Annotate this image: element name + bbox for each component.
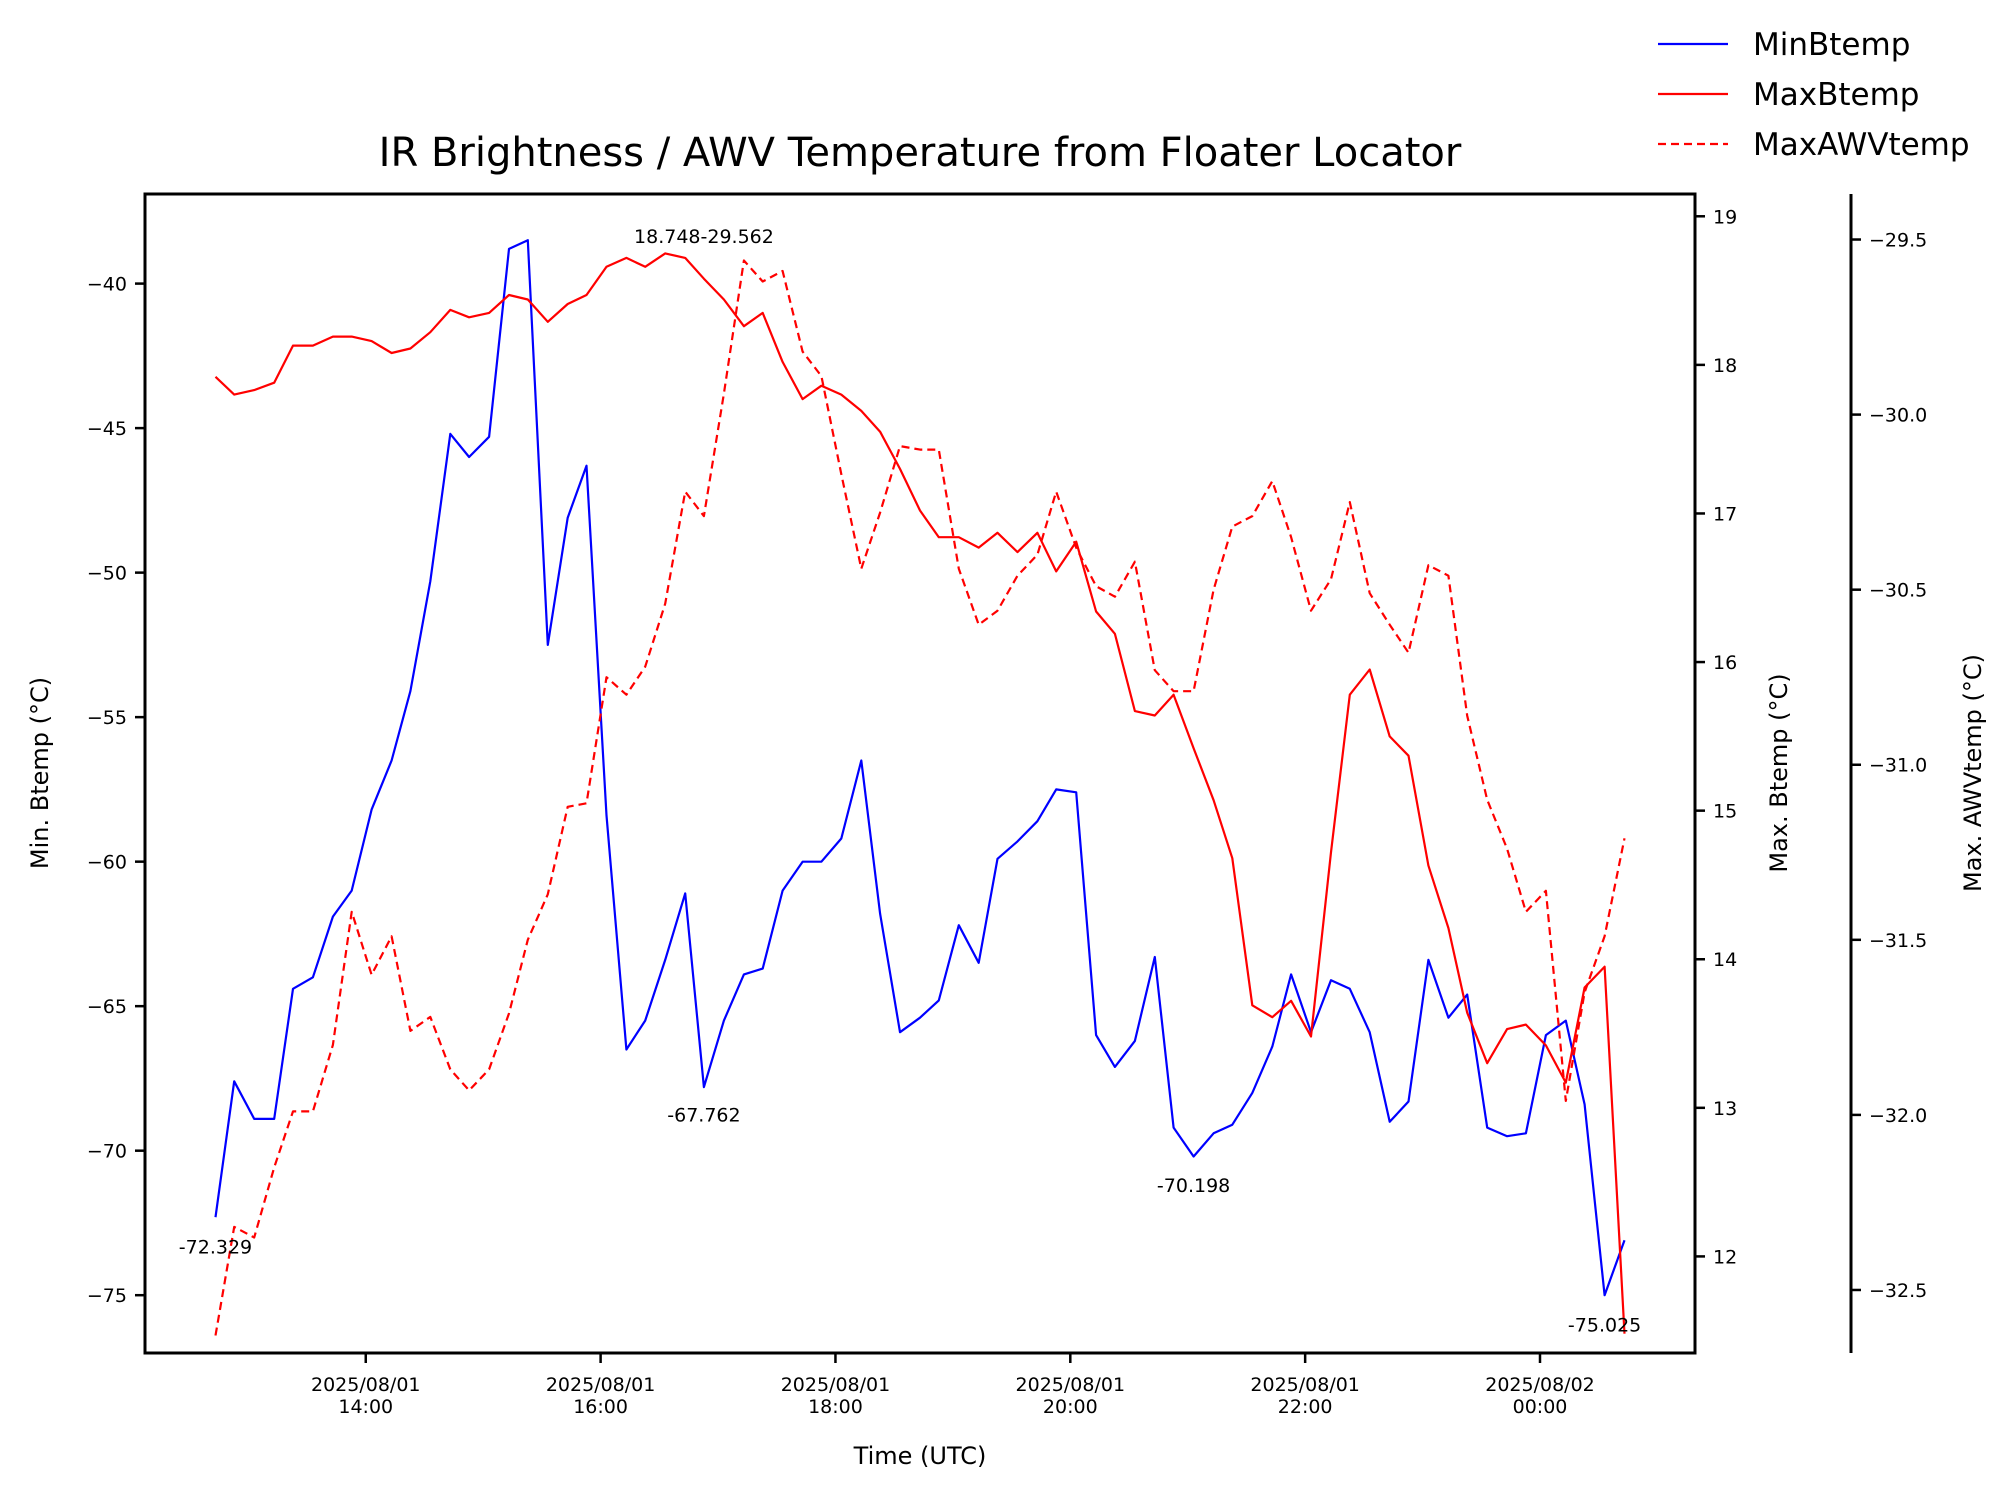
x-axis-ticks: 2025/08/01 14:00 2025/08/01 16:00 2025/08/01… xyxy=(311,1353,1595,1418)
right2-tick-label: −31.0 xyxy=(1869,755,1927,777)
left-tick-label: −50 xyxy=(87,563,127,585)
data-label: -70.198 xyxy=(1157,1175,1230,1197)
right2-tick-label: −29.5 xyxy=(1869,230,1927,252)
right2-tick-label: −32.5 xyxy=(1869,1280,1927,1302)
x-tick-label: 2025/08/01 22:00 xyxy=(1250,1374,1360,1418)
series-line-minbtemp xyxy=(214,239,1626,1297)
x-tick-label: 2025/08/01 18:00 xyxy=(781,1374,891,1418)
right1-tick-label: 19 xyxy=(1713,206,1737,228)
x-tick-label: 2025/08/01 20:00 xyxy=(1016,1374,1126,1418)
x-tick-label: 2025/08/01 14:00 xyxy=(311,1374,421,1418)
right2-tick-label: −30.5 xyxy=(1869,580,1927,602)
right2-tick-label: −32.0 xyxy=(1869,1105,1927,1127)
left-tick-label: −65 xyxy=(87,996,127,1018)
left-tick-label: −75 xyxy=(87,1285,127,1307)
data-label: 18.748-29.562 xyxy=(634,226,774,248)
right1-axis-label: Max. Btemp (°C) xyxy=(1765,673,1793,872)
left-axis-label: Min. Btemp (°C) xyxy=(26,677,54,869)
right1-tick-label: 14 xyxy=(1713,949,1737,971)
annotations: 18.748-29.562 -72.329 -67.762 -70.198 -75.02… xyxy=(179,226,1641,1337)
x-tick-label: 2025/08/01 16:00 xyxy=(546,1374,656,1418)
left-tick-label: −40 xyxy=(87,274,127,296)
data-label: -67.762 xyxy=(667,1105,740,1127)
data-label: -75.025 xyxy=(1568,1315,1641,1337)
right2-tick-label: −30.0 xyxy=(1869,405,1927,427)
x-axis-label: Time (UTC) xyxy=(853,1442,987,1470)
right1-tick-label: 15 xyxy=(1713,801,1737,823)
legend: MinBtemp MaxBtemp MaxAWVtemp xyxy=(1658,27,1970,163)
legend-label: MinBtemp xyxy=(1753,27,1910,63)
right1-axis-ticks: 12 13 14 15 16 17 18 19 xyxy=(1695,206,1737,1268)
right1-tick-label: 16 xyxy=(1713,652,1737,674)
series-line-maxawvtemp xyxy=(214,259,1626,1336)
x-tick-label: 2025/08/02 00:00 xyxy=(1485,1374,1595,1418)
legend-label: MaxAWVtemp xyxy=(1753,127,1970,163)
left-tick-label: −45 xyxy=(87,418,127,440)
left-axis-ticks: −40 −45 −50 −55 −60 −65 −70 −75 xyxy=(87,274,145,1307)
right2-tick-label: −31.5 xyxy=(1869,930,1927,952)
left-tick-label: −55 xyxy=(87,707,127,729)
right1-tick-label: 17 xyxy=(1713,503,1737,525)
legend-label: MaxBtemp xyxy=(1753,77,1919,113)
chart-title: IR Brightness / AWV Temperature from Flo… xyxy=(379,130,1462,176)
right1-tick-label: 18 xyxy=(1713,355,1737,377)
series-line-maxbtemp xyxy=(214,252,1626,1334)
right2-axis-label: Max. AWVtemp (°C) xyxy=(1959,654,1987,892)
left-tick-label: −60 xyxy=(87,852,127,874)
data-label: -72.329 xyxy=(179,1237,252,1259)
series-lines xyxy=(214,239,1626,1336)
right1-tick-label: 12 xyxy=(1713,1246,1737,1268)
right1-tick-label: 13 xyxy=(1713,1098,1737,1120)
plot-frame xyxy=(143,192,1697,1355)
right2-axis-ticks: −29.5 −30.0 −30.5 −31.0 −31.5 −32.0 −32.5 xyxy=(1851,230,1927,1302)
left-tick-label: −70 xyxy=(87,1141,127,1163)
